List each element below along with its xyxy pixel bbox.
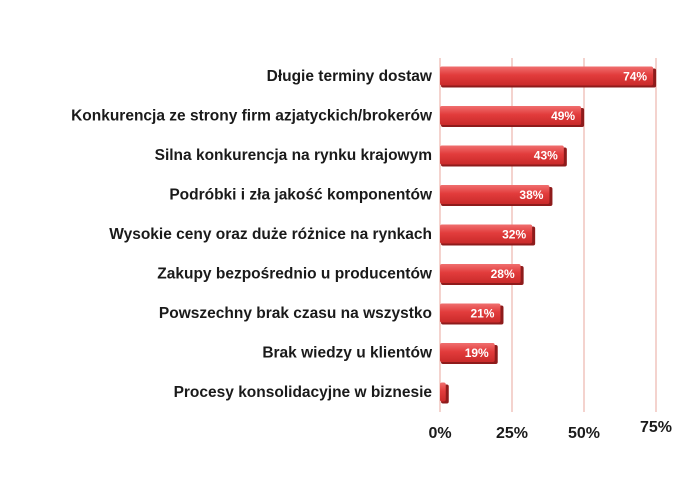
category-label: Podróbki i zła jakość komponentów	[169, 187, 433, 204]
data-label: 19%	[465, 346, 489, 360]
bar	[440, 264, 521, 283]
bar	[440, 303, 501, 323]
x-tick-label: 0%	[428, 425, 451, 442]
category-label: Powszechny brak czasu na wszystko	[159, 305, 432, 322]
category-label: Zakupy bezpośrednio u producentów	[157, 266, 433, 283]
bar	[440, 185, 550, 204]
x-axis-ticks: 0% 25% 50% 75%	[428, 419, 672, 442]
category-label: Brak wiedzy u klientów	[262, 345, 433, 362]
bar	[440, 106, 582, 125]
x-tick-label: 25%	[496, 425, 528, 442]
x-tick-label: 75%	[640, 419, 672, 436]
bar	[440, 66, 654, 86]
data-label: 28%	[491, 267, 515, 281]
x-tick-label: 50%	[568, 425, 600, 442]
category-label: Silna konkurencja na rynku krajowym	[155, 147, 432, 164]
bar	[440, 382, 446, 402]
bar	[440, 145, 564, 165]
bar	[440, 343, 495, 362]
data-label: 21%	[470, 307, 494, 321]
category-label: Wysokie ceny oraz duże różnice na rynkac…	[109, 226, 432, 243]
category-label: Konkurencja ze strony firm azjatyckich/b…	[71, 108, 433, 125]
bar	[440, 224, 533, 244]
data-label: 49%	[551, 109, 575, 123]
category-labels: Długie terminy dostaw 74% Konkurencja ze s…	[71, 68, 647, 401]
data-label: 43%	[534, 149, 558, 163]
category-label: Długie terminy dostaw	[267, 68, 433, 85]
bars	[440, 66, 657, 404]
data-label: 74%	[623, 70, 647, 84]
data-label: 38%	[519, 188, 543, 202]
category-label: Procesy konsolidacyjne w biznesie	[174, 384, 433, 401]
data-label: 32%	[502, 228, 526, 242]
